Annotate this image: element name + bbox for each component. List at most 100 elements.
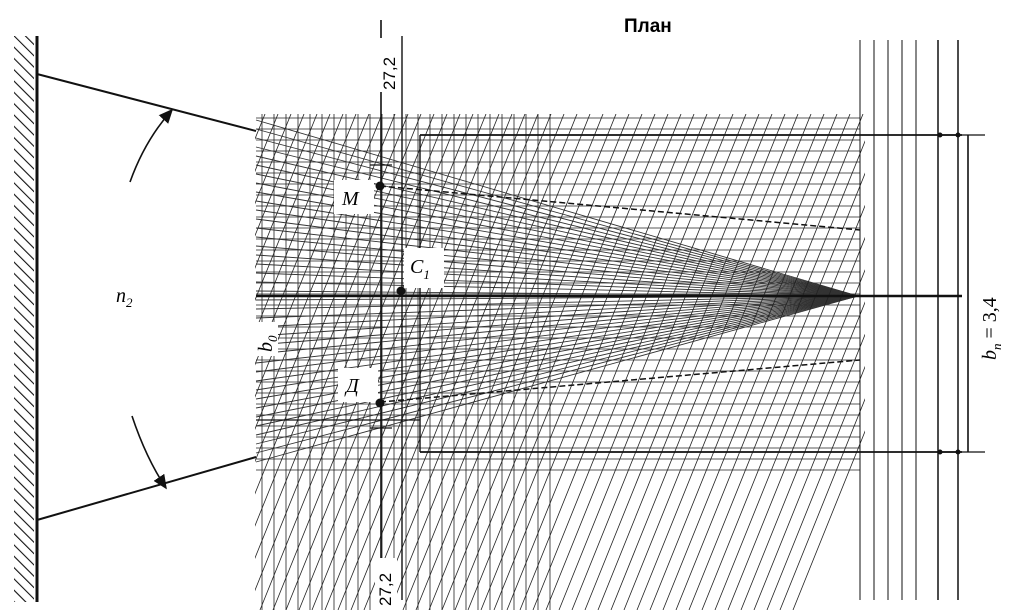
hatch-stroke bbox=[519, 114, 721, 610]
hatch-stroke bbox=[649, 114, 851, 610]
converging-ray bbox=[255, 236, 859, 297]
converging-ray bbox=[255, 295, 859, 319]
width-bn: bп = 3,4 bbox=[978, 270, 1004, 364]
hatch-stroke bbox=[792, 430, 865, 610]
converging-ray bbox=[255, 218, 859, 297]
hatch-stroke bbox=[337, 114, 539, 610]
angle-arcs bbox=[129, 108, 174, 490]
hatch-stroke bbox=[298, 114, 500, 610]
bn-dimension bbox=[937, 132, 985, 455]
converging-ray bbox=[255, 209, 859, 297]
hatch-stroke bbox=[26, 114, 226, 610]
converging-ray bbox=[255, 295, 859, 346]
width-b0: b0 bbox=[254, 322, 280, 356]
width-b0-label: b0 bbox=[255, 335, 280, 352]
hatch-stroke bbox=[571, 114, 773, 610]
point-m: М bbox=[334, 180, 385, 214]
hatch-stroke bbox=[363, 114, 565, 610]
converging-ray bbox=[255, 281, 859, 297]
hatch-stroke bbox=[255, 114, 279, 173]
hatch-stroke bbox=[675, 140, 865, 610]
converging-ray bbox=[255, 295, 859, 454]
point-m-label: М bbox=[341, 188, 360, 210]
hatch-stroke bbox=[376, 114, 578, 610]
converging-ray bbox=[255, 272, 859, 297]
hatch-stroke bbox=[13, 114, 213, 610]
page-title: План bbox=[624, 16, 672, 37]
point-c1-label: C1 bbox=[410, 256, 430, 282]
hatch-stroke bbox=[255, 114, 422, 527]
hatch-stroke bbox=[454, 114, 656, 610]
hatch-stroke bbox=[255, 114, 344, 334]
hatch-stroke bbox=[255, 114, 331, 302]
hatch-stroke bbox=[389, 114, 591, 610]
point-d: Д bbox=[338, 368, 385, 408]
converging-ray bbox=[255, 137, 859, 297]
converging-ray bbox=[255, 155, 859, 297]
hatch-stroke bbox=[493, 114, 695, 610]
hatch-stroke bbox=[753, 333, 865, 610]
hatch-stroke bbox=[662, 114, 864, 610]
hatch-stroke bbox=[779, 398, 865, 610]
section-27-2 bbox=[370, 20, 403, 600]
converging-ray bbox=[255, 254, 859, 297]
converging-ray bbox=[255, 295, 859, 436]
hatch-stroke bbox=[255, 114, 435, 559]
hatch-stroke bbox=[350, 114, 552, 610]
hatch-stroke bbox=[688, 172, 865, 610]
hatch-stroke bbox=[597, 114, 799, 610]
converging-ray bbox=[255, 128, 859, 297]
hatch-stroke bbox=[255, 114, 318, 269]
hatch-stroke bbox=[636, 114, 838, 610]
hatch-stroke bbox=[311, 114, 513, 610]
hatch-stroke bbox=[480, 114, 682, 610]
hatch-stroke bbox=[255, 114, 409, 495]
section-lines bbox=[859, 40, 959, 600]
hatch-stroke bbox=[255, 114, 266, 140]
hatch-stroke bbox=[766, 365, 865, 610]
converging-ray bbox=[255, 263, 859, 297]
spread-lines bbox=[36, 73, 257, 521]
jet-hatching bbox=[13, 114, 865, 610]
hatch-stroke bbox=[39, 114, 239, 610]
hatch-stroke bbox=[506, 114, 708, 610]
converging-ray bbox=[255, 295, 859, 328]
point-d-label: Д bbox=[344, 375, 360, 397]
hatch-stroke bbox=[467, 114, 669, 610]
hatch-stroke bbox=[285, 114, 487, 610]
zone-boundaries bbox=[256, 134, 962, 453]
hatch-stroke bbox=[255, 114, 357, 366]
hatch-stroke bbox=[255, 114, 448, 592]
hatch-stroke bbox=[701, 204, 865, 610]
angle-label: n2 bbox=[116, 285, 133, 310]
converging-ray bbox=[255, 119, 859, 297]
converging-ray bbox=[255, 146, 859, 297]
converging-ray bbox=[255, 245, 859, 297]
hatch-stroke bbox=[272, 114, 474, 610]
dimension-top-value: 27,2 bbox=[380, 57, 399, 90]
converging-ray bbox=[255, 227, 859, 297]
converging-ray bbox=[255, 295, 859, 373]
width-bn-label: bп = 3,4 bbox=[979, 297, 1004, 360]
hatch-stroke bbox=[255, 114, 292, 205]
hatch-stroke bbox=[727, 269, 865, 610]
point-c1: C1 bbox=[396, 248, 444, 296]
hatch-stroke bbox=[415, 114, 617, 610]
hatch-stroke bbox=[610, 114, 812, 610]
hatch-stroke bbox=[255, 114, 305, 237]
converging-ray bbox=[255, 200, 859, 297]
dimension-bottom-value: 27,2 bbox=[376, 573, 395, 606]
dimension-top: 27,2 bbox=[379, 38, 401, 92]
converging-ray bbox=[255, 295, 859, 463]
wall bbox=[14, 36, 39, 602]
hatch-stroke bbox=[545, 114, 747, 610]
converging-ray bbox=[255, 295, 859, 364]
hatch-stroke bbox=[441, 114, 643, 610]
hatch-stroke bbox=[52, 114, 252, 610]
dimension-bottom: 27,2 bbox=[375, 558, 397, 610]
hatch-stroke bbox=[259, 114, 461, 610]
hatch-stroke bbox=[714, 236, 865, 610]
hatch-stroke bbox=[558, 114, 760, 610]
hatch-stroke bbox=[428, 114, 630, 610]
